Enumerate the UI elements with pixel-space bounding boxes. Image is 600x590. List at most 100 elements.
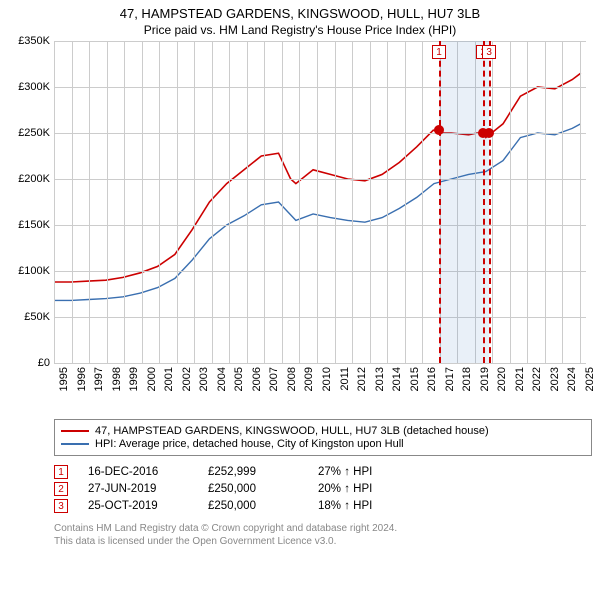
gridline-v [299,41,300,363]
gridline-v [527,41,528,363]
events-table: 116-DEC-2016£252,99927% ↑ HPI227-JUN-201… [54,462,592,516]
data-point [484,128,494,138]
gridline-v [54,41,55,363]
event-num: 2 [54,482,68,496]
event-date: 25-OCT-2019 [88,500,188,512]
x-tick-label: 2024 [566,367,578,391]
x-tick-label: 1999 [128,367,140,391]
x-tick-label: 2021 [514,367,526,391]
footer-line1: Contains HM Land Registry data © Crown c… [54,522,592,535]
x-tick-label: 2022 [531,367,543,391]
gridline-v [422,41,423,363]
x-tick-label: 2005 [233,367,245,391]
event-line [483,41,485,363]
gridline-v [387,41,388,363]
x-tick-label: 2012 [356,367,368,391]
event-pct: 18% ↑ HPI [318,500,428,512]
x-tick-label: 2010 [321,367,333,391]
legend-item: 47, HAMPSTEAD GARDENS, KINGSWOOD, HULL, … [61,425,585,437]
x-tick-label: 2025 [584,367,596,391]
x-tick-label: 2009 [303,367,315,391]
x-tick-label: 2002 [181,367,193,391]
gridline-v [370,41,371,363]
event-price: £250,000 [208,500,298,512]
gridline-h [54,271,586,272]
x-tick-label: 2013 [374,367,386,391]
legend-swatch [61,443,89,445]
footer-line2: This data is licensed under the Open Gov… [54,535,592,548]
gridline-v [562,41,563,363]
gridline-h [54,87,586,88]
y-tick-label: £150K [18,219,50,231]
gridline-v [492,41,493,363]
gridline-v [124,41,125,363]
x-tick-label: 2015 [409,367,421,391]
gridline-h [54,225,586,226]
chart-subtitle: Price paid vs. HM Land Registry's House … [8,23,592,37]
title-block: 47, HAMPSTEAD GARDENS, KINGSWOOD, HULL, … [8,6,592,37]
gridline-v [352,41,353,363]
chart-area: £0£50K£100K£150K£200K£250K£300K£350K 123… [54,41,586,411]
event-num: 1 [54,465,68,479]
gridline-h [54,317,586,318]
gridline-v [142,41,143,363]
event-price: £250,000 [208,483,298,495]
x-tick-label: 1997 [93,367,105,391]
event-line [489,41,491,363]
event-row: 116-DEC-2016£252,99927% ↑ HPI [54,465,592,479]
gridline-v [177,41,178,363]
event-pct: 20% ↑ HPI [318,483,428,495]
gridline-v [194,41,195,363]
event-price: £252,999 [208,466,298,478]
x-tick-label: 2007 [268,367,280,391]
x-tick-label: 2001 [163,367,175,391]
gridline-v [510,41,511,363]
event-row: 325-OCT-2019£250,00018% ↑ HPI [54,499,592,513]
gridline-v [89,41,90,363]
event-line [439,41,441,363]
gridline-v [247,41,248,363]
x-tick-label: 1996 [76,367,88,391]
x-tick-label: 1998 [111,367,123,391]
x-tick-label: 2008 [286,367,298,391]
y-tick-label: £250K [18,127,50,139]
x-tick-label: 2004 [216,367,228,391]
gridline-v [405,41,406,363]
gridline-v [264,41,265,363]
x-tick-label: 2017 [444,367,456,391]
x-tick-label: 1995 [58,367,70,391]
x-tick-label: 2000 [146,367,158,391]
chart-container: 47, HAMPSTEAD GARDENS, KINGSWOOD, HULL, … [0,0,600,590]
x-tick-label: 2006 [251,367,263,391]
y-tick-label: £200K [18,173,50,185]
gridline-h [54,133,586,134]
plot-region: £0£50K£100K£150K£200K£250K£300K£350K 123 [54,41,586,363]
gridline-v [72,41,73,363]
event-row: 2 27-JUN-2019 £250,000 20% ↑ HPI [54,482,592,496]
legend-label: HPI: Average price, detached house, City… [95,438,404,450]
legend: 47, HAMPSTEAD GARDENS, KINGSWOOD, HULL, … [54,419,592,456]
event-date: 27-JUN-2019 [88,483,188,495]
chart-title: 47, HAMPSTEAD GARDENS, KINGSWOOD, HULL, … [8,6,592,21]
gridline-v [229,41,230,363]
event-date: 16-DEC-2016 [88,466,188,478]
legend-item: HPI: Average price, detached house, City… [61,438,585,450]
x-tick-label: 2020 [496,367,508,391]
gridline-v [580,41,581,363]
y-axis-labels: £0£50K£100K£150K£200K£250K£300K£350K [8,41,52,363]
gridline-v [545,41,546,363]
gridline-h [54,179,586,180]
gridline-v [212,41,213,363]
y-tick-label: £350K [18,35,50,47]
event-marker: 1 [432,45,446,59]
x-tick-label: 2019 [479,367,491,391]
x-tick-label: 2016 [426,367,438,391]
x-tick-label: 2018 [461,367,473,391]
y-tick-label: £300K [18,81,50,93]
footer: Contains HM Land Registry data © Crown c… [54,522,592,548]
gridline-v [159,41,160,363]
gridline-v [282,41,283,363]
gridline-h [54,41,586,42]
legend-label: 47, HAMPSTEAD GARDENS, KINGSWOOD, HULL, … [95,425,489,437]
x-axis-labels: 1995199619971998199920002001200220032004… [54,363,586,411]
